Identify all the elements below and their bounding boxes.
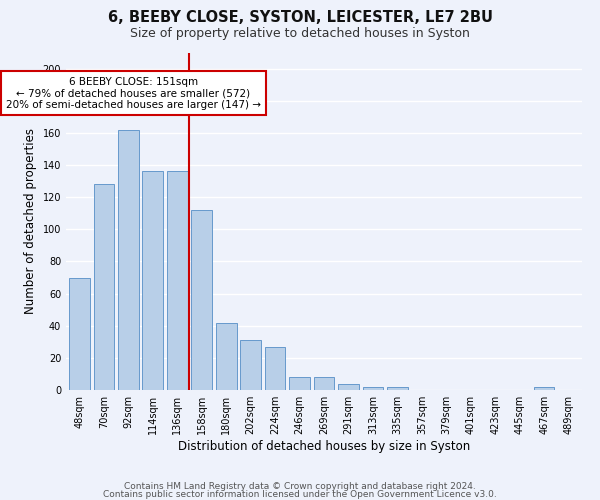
Text: Contains public sector information licensed under the Open Government Licence v3: Contains public sector information licen…: [103, 490, 497, 499]
Bar: [314, 377, 334, 390]
Bar: [387, 387, 408, 390]
Text: 6, BEEBY CLOSE, SYSTON, LEICESTER, LE7 2BU: 6, BEEBY CLOSE, SYSTON, LEICESTER, LE7 2…: [107, 10, 493, 25]
Bar: [338, 384, 359, 390]
Bar: [167, 172, 188, 390]
Bar: [534, 387, 554, 390]
Bar: [118, 130, 139, 390]
Bar: [289, 377, 310, 390]
Bar: [191, 210, 212, 390]
Bar: [69, 278, 90, 390]
Bar: [216, 322, 236, 390]
Text: Size of property relative to detached houses in Syston: Size of property relative to detached ho…: [130, 28, 470, 40]
Text: 6 BEEBY CLOSE: 151sqm
← 79% of detached houses are smaller (572)
20% of semi-det: 6 BEEBY CLOSE: 151sqm ← 79% of detached …: [6, 76, 261, 110]
Bar: [362, 387, 383, 390]
Bar: [265, 346, 286, 390]
Bar: [240, 340, 261, 390]
Bar: [142, 172, 163, 390]
Text: Contains HM Land Registry data © Crown copyright and database right 2024.: Contains HM Land Registry data © Crown c…: [124, 482, 476, 491]
X-axis label: Distribution of detached houses by size in Syston: Distribution of detached houses by size …: [178, 440, 470, 453]
Y-axis label: Number of detached properties: Number of detached properties: [24, 128, 37, 314]
Bar: [94, 184, 114, 390]
